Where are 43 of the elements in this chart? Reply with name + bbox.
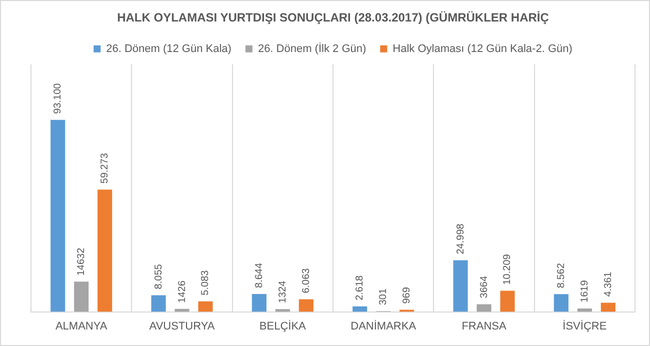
bar [577, 308, 592, 312]
x-tick-label: AVUSTURYA [149, 320, 216, 332]
data-label: 2.618 [354, 274, 366, 300]
data-label: 1426 [176, 280, 188, 303]
data-label: 59.273 [100, 152, 111, 184]
bar [151, 295, 166, 312]
bar [554, 294, 568, 312]
data-label: 14632 [76, 247, 88, 276]
x-tick-label: DANİMARKA [350, 319, 417, 332]
data-label: 93.100 [52, 82, 64, 114]
x-tick-label: FRANSA [462, 320, 507, 332]
bar [74, 282, 89, 312]
data-label: 1324 [277, 280, 288, 304]
data-label: 8.644 [254, 262, 265, 288]
data-label: 3664 [478, 276, 490, 298]
data-label: 24.998 [455, 223, 466, 254]
data-label: 8.055 [153, 264, 164, 290]
bar [600, 302, 616, 312]
data-label: 1619 [579, 280, 590, 302]
data-label: 969 [402, 286, 413, 304]
data-label: 4.361 [602, 271, 614, 297]
x-tick-label: İSVİÇRE [562, 319, 607, 332]
bar [298, 299, 314, 312]
legend-label: 26. Dönem (İlk 2 Gün) [258, 42, 366, 55]
bar [252, 294, 266, 312]
bar [453, 260, 468, 312]
x-tick-label: ALMANYA [55, 320, 108, 332]
data-label: 5.083 [200, 270, 212, 296]
bar [352, 306, 368, 312]
bar [476, 304, 492, 312]
chart-title: HALK OYLAMASI YURTDIŞI SONUÇLARI (28.03.2017) (GÜMRÜKLER HARİÇ [117, 10, 550, 25]
bar [98, 190, 112, 312]
bar [500, 290, 515, 312]
data-label: 6.063 [300, 268, 312, 294]
data-label: 10.209 [502, 254, 514, 285]
data-label: 8.562 [556, 262, 567, 288]
legend-label: 26. Dönem (12 Gün Kala) [106, 42, 232, 55]
legend-label: Halk Oylaması (12 Gün Kala-2. Gün) [392, 42, 572, 55]
bar [50, 120, 66, 312]
bar [198, 301, 213, 312]
data-label: 301 [378, 288, 390, 306]
x-tick-label: BELÇİKA [259, 319, 307, 332]
bar [275, 309, 290, 312]
